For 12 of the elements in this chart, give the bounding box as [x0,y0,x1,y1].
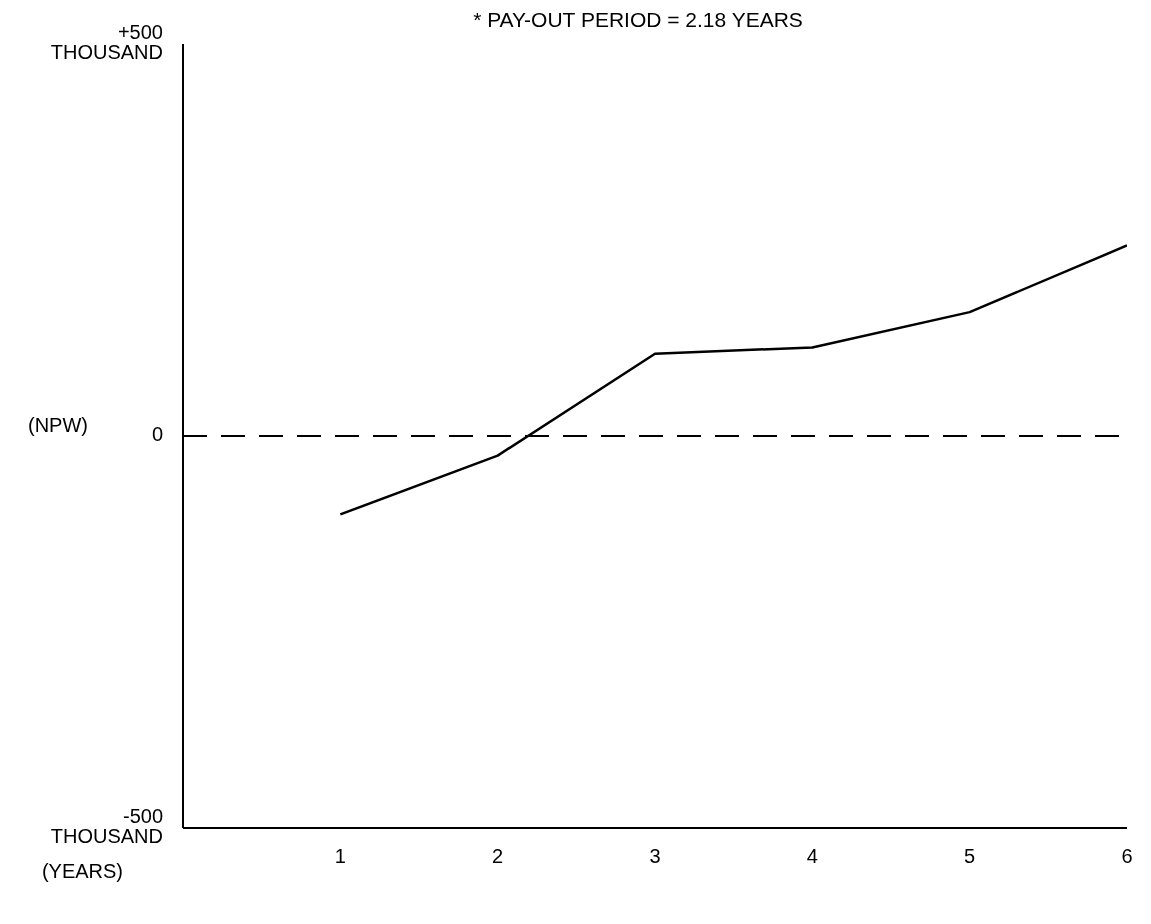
x-tick-label: 6 [1121,845,1133,868]
y-axis-title: (NPW) [28,414,88,436]
x-tick-label: 4 [806,845,818,868]
chart-title: * PAY-OUT PERIOD = 2.18 YEARS [472,8,804,32]
x-tick-label: 3 [649,845,661,868]
x-tick-label: 1 [334,845,346,868]
x-tick-label: 5 [964,845,976,868]
y-tick-label: 0 [151,423,163,446]
y-tick-label: -500 THOUSAND [50,805,163,848]
x-axis-title: (YEARS) [41,860,123,882]
x-tick-label: 2 [492,845,504,868]
y-tick-label: +500 THOUSAND [50,21,163,64]
